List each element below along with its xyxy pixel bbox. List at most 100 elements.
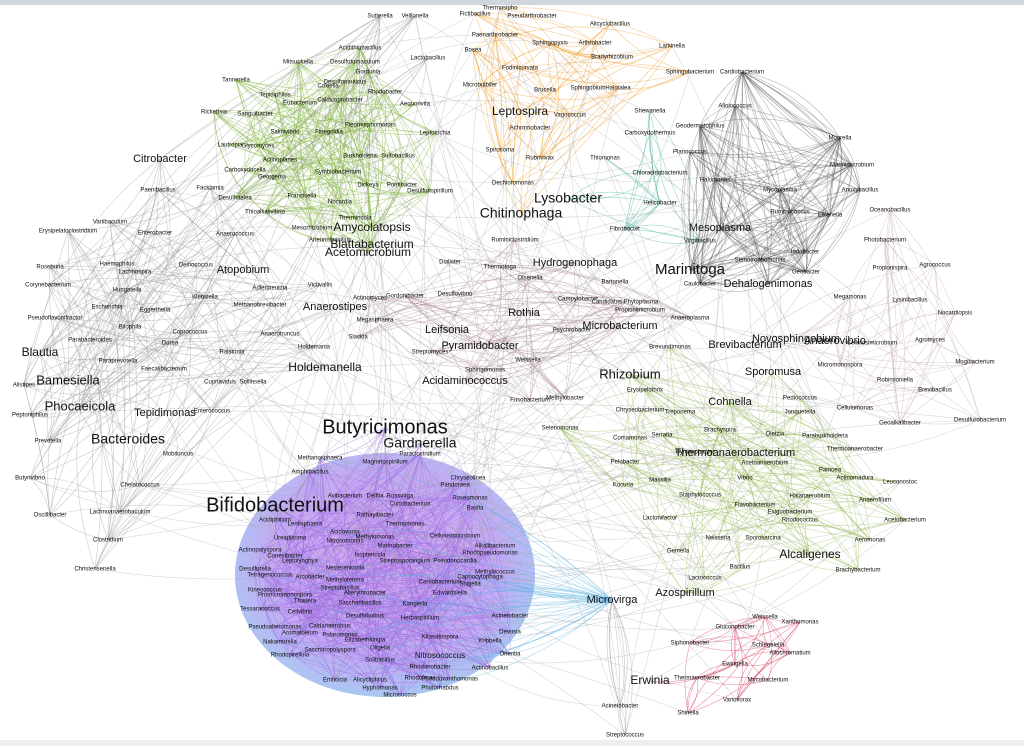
node-label: Aromatoleum [282, 631, 318, 637]
node-label: Gemella [667, 549, 690, 555]
node-label: Streptomyces [412, 350, 449, 356]
node-label: Bamesiella [36, 372, 100, 387]
node-label: Lysobacter [534, 190, 602, 206]
node-label: Glycomyces [242, 144, 275, 150]
node-label: Propionispira [872, 266, 908, 272]
node-label: Vibrio [737, 476, 753, 482]
node-label: Pantoea [819, 468, 842, 474]
edge [900, 313, 955, 423]
node-label: Amphibacillus [291, 470, 328, 476]
node-label: Fodinicurvata [502, 66, 539, 72]
node-label: Robinsoniella [877, 378, 914, 384]
edge [30, 478, 120, 512]
node-label: Sulfobacillus [381, 154, 415, 160]
node-label: Actinomyces [353, 296, 387, 302]
node-label: Rhodopseudomonas [462, 551, 517, 557]
node-label: Olsenella [517, 276, 543, 282]
node-label: Sanguibacter [237, 112, 272, 118]
node-label: Kangiella [403, 602, 428, 608]
node-label: Ruminiclostridium [491, 238, 538, 244]
node-label: Weissella [515, 358, 541, 364]
node-label: Alloiococcus [718, 104, 751, 110]
node-label: Brucella [534, 88, 556, 94]
edge [660, 173, 796, 339]
node-label: Treponema [665, 410, 696, 416]
node-label: Actinobacillus [472, 666, 509, 672]
node-label: Rothia [508, 307, 541, 319]
node-label: Allochromatium [769, 651, 810, 657]
node-label: Facklamia [196, 186, 224, 192]
node-label: Brevibacterium [708, 339, 781, 351]
node-label: Anaerococcus [216, 232, 254, 238]
node-label: Lactonifactor [643, 516, 677, 522]
node-label: Acinetobacter [602, 704, 639, 710]
node-label: Blautia [22, 345, 59, 359]
node-label: Escherichia [91, 305, 123, 311]
node-label: Kribbella [478, 639, 502, 645]
node-label: Paraprevotella [99, 359, 138, 365]
node-label: Paraburkholderia [802, 434, 848, 440]
node-label: Peptoniphilus [12, 413, 48, 419]
node-label: Alistipes [13, 383, 35, 389]
node-label: Sphingobium [570, 86, 605, 92]
node-label: Delftia [366, 494, 384, 500]
node-label: Paenarthrobacter [472, 33, 518, 39]
node-label: Elizabethkingia [345, 638, 386, 644]
node-label: Actinomadura [836, 476, 874, 482]
node-label: Bosea [464, 48, 482, 54]
node-label: Vagococcus [554, 113, 586, 119]
node-label: Salinivibrio [270, 130, 300, 136]
node-label: Sphingobacterium [666, 70, 714, 76]
node-label: Mycoplasma [763, 188, 797, 194]
node-label: Sutterella [367, 14, 393, 20]
node-label: Adlercreutzia [252, 286, 288, 292]
node-label: Bacteroides [91, 431, 165, 447]
node-label: Aeromonas [855, 538, 886, 544]
node-label: Kitasatospora [422, 635, 459, 641]
node-label: Streptococcus [606, 733, 644, 739]
node-label: Holdemania [298, 345, 331, 351]
node-label: Pseudarthrobacter [507, 14, 556, 20]
node-label: Solibacillus [365, 658, 395, 664]
node-label: Erwinia [630, 673, 670, 687]
node-label: Thauera [294, 599, 317, 605]
node-label: Halanaerobium [790, 494, 831, 500]
node-label: Tepidiphilus [259, 93, 290, 99]
node-label: Sporosarcina [745, 536, 781, 542]
node-label: Lentisphaera [288, 522, 323, 528]
node-label: Acetobacterium [884, 518, 926, 524]
node-label: Rhodococcus [782, 518, 818, 524]
node-label: Chryseolinea [450, 476, 486, 482]
node-label: Desulfovibrio [438, 292, 473, 298]
node-label: Fibrobacter [610, 227, 640, 233]
node-label: Shewanella [634, 109, 666, 115]
node-label: Desulfotalea [218, 196, 252, 202]
node-label: Pleomorphomonas [345, 123, 395, 129]
node-label: Schlegelella [752, 643, 785, 649]
node-label: Megasphaera [357, 318, 394, 324]
edge [734, 627, 735, 664]
node-label: Mycobacterium [748, 678, 789, 684]
node-label: Photorhabdus [421, 686, 458, 692]
node-label: Pandoraea [440, 483, 470, 489]
node-label: Leuconostoc [883, 480, 917, 486]
node-label: Streptosporangium [380, 559, 431, 565]
node-label: Rathayibacter [356, 513, 393, 519]
node-label: Tessaracoccus [240, 607, 280, 613]
node-label: Geobacter [792, 270, 820, 276]
node-label: Rhodobacter [368, 90, 402, 96]
node-label: Massilia [649, 478, 671, 484]
node-label: Paenibacillus [140, 188, 175, 194]
node-label: Avibacterium [328, 494, 363, 500]
node-label: Xanthomonas [781, 620, 818, 626]
edge [435, 133, 480, 346]
node-label: Bacillus [730, 565, 751, 571]
node-label: Enterobacter [138, 231, 172, 237]
node-label: Carboxydocella [224, 168, 266, 174]
node-label: Orientia [499, 652, 521, 658]
node-label: Prevotella [35, 439, 62, 445]
node-label: Dietzia [766, 432, 785, 438]
node-label: Lautropia [217, 143, 243, 149]
node-label: Acinetobacter [492, 614, 529, 620]
